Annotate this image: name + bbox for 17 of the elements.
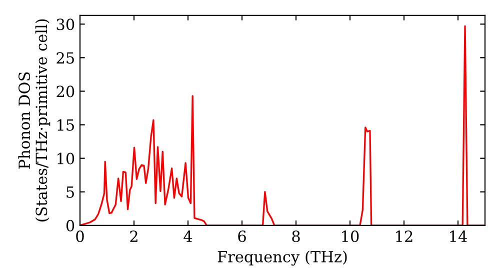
- y-tick-label: 25: [56, 52, 74, 64]
- y-tick-label: 30: [56, 18, 74, 30]
- y-axis-title: Phonon DOS (States/THz·primitive cell): [18, 19, 50, 222]
- y-tick-label: 20: [56, 86, 74, 98]
- x-tick-label: 4: [184, 230, 192, 242]
- x-tick-label: 2: [130, 230, 138, 242]
- y-tick-label: 5: [66, 186, 74, 198]
- x-axis-title: Frequency (THz): [218, 250, 347, 266]
- x-tick-label: 12: [396, 230, 412, 242]
- y-tick-label: 10: [58, 152, 74, 164]
- y-tick-label: 15: [58, 119, 74, 131]
- x-tick-label: 14: [450, 230, 467, 242]
- y-tick-label: 0: [66, 220, 74, 232]
- x-tick-label: 8: [292, 230, 300, 242]
- x-tick-label: 6: [238, 230, 246, 242]
- x-tick-label: 10: [342, 230, 359, 242]
- x-tick-label: 0: [76, 230, 84, 242]
